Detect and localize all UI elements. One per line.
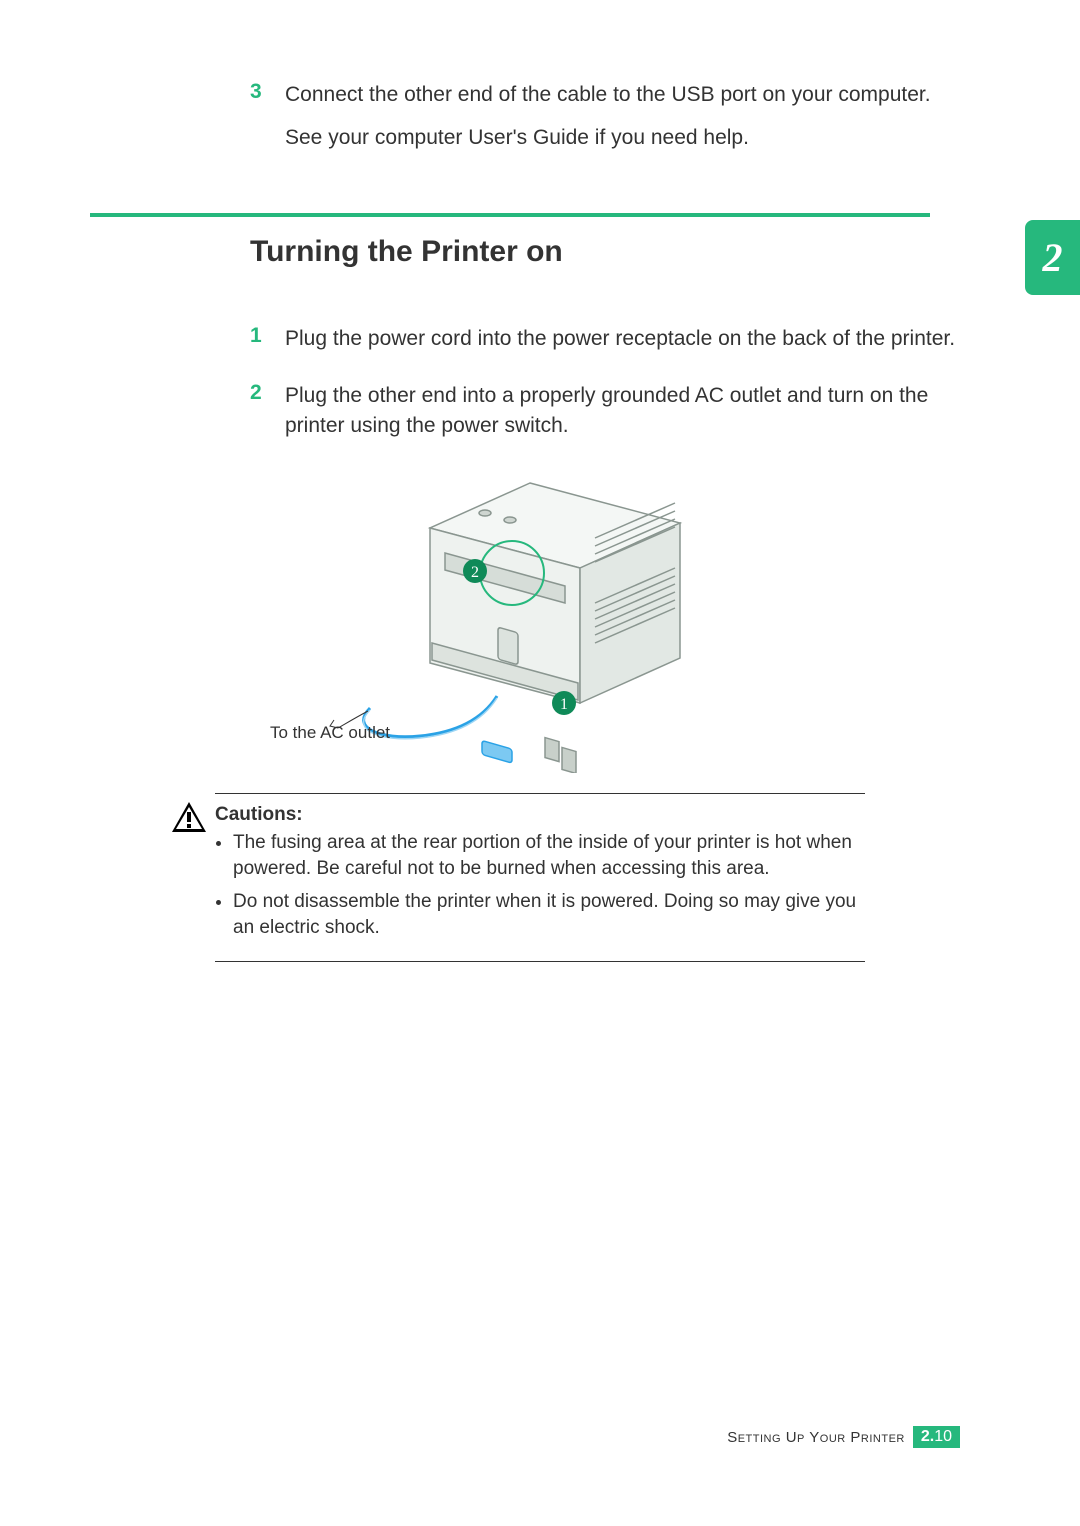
step-2-number: 2 [250,381,285,440]
step-1-number: 1 [250,324,285,353]
caution-item: Do not disassemble the printer when it i… [233,889,865,940]
caution-item: The fusing area at the rear portion of t… [233,830,865,881]
printer-illustration: 2 1 To the AC outlet [250,468,810,773]
chapter-tab: 2 [1025,220,1080,295]
callout-1-label: 1 [560,696,568,713]
page-content: 3 Connect the other end of the cable to … [0,0,1080,962]
step-2-text: Plug the other end into a properly groun… [285,381,960,440]
step-3-text: Connect the other end of the cable to th… [285,80,931,109]
step-1-row: 1 Plug the power cord into the power rec… [250,324,960,353]
page-footer: Setting Up Your Printer 2.10 [727,1426,960,1448]
cautions-list: The fusing area at the rear portion of t… [233,830,865,941]
step-3-extra: See your computer User's Guide if you ne… [285,123,960,152]
step-2-row: 2 Plug the other end into a properly gro… [250,381,960,440]
warning-icon [170,800,208,839]
step-3-row: 3 Connect the other end of the cable to … [250,80,960,109]
step-3-number: 3 [250,80,285,109]
step-1-text: Plug the power cord into the power recep… [285,324,955,353]
ac-outlet-label: To the AC outlet [270,723,390,743]
cautions-title: Cautions: [215,804,865,826]
footer-section-name: Setting Up Your Printer [727,1429,905,1446]
cautions-block: Cautions: The fusing area at the rear po… [215,793,865,962]
steps-block: 1 Plug the power cord into the power rec… [250,324,960,440]
page-number-badge: 2.10 [913,1426,960,1448]
callout-2-label: 2 [471,564,479,581]
section-heading: Turning the Printer on [250,235,960,269]
section-divider [90,213,930,217]
chapter-tab-number: 2 [1043,234,1063,281]
